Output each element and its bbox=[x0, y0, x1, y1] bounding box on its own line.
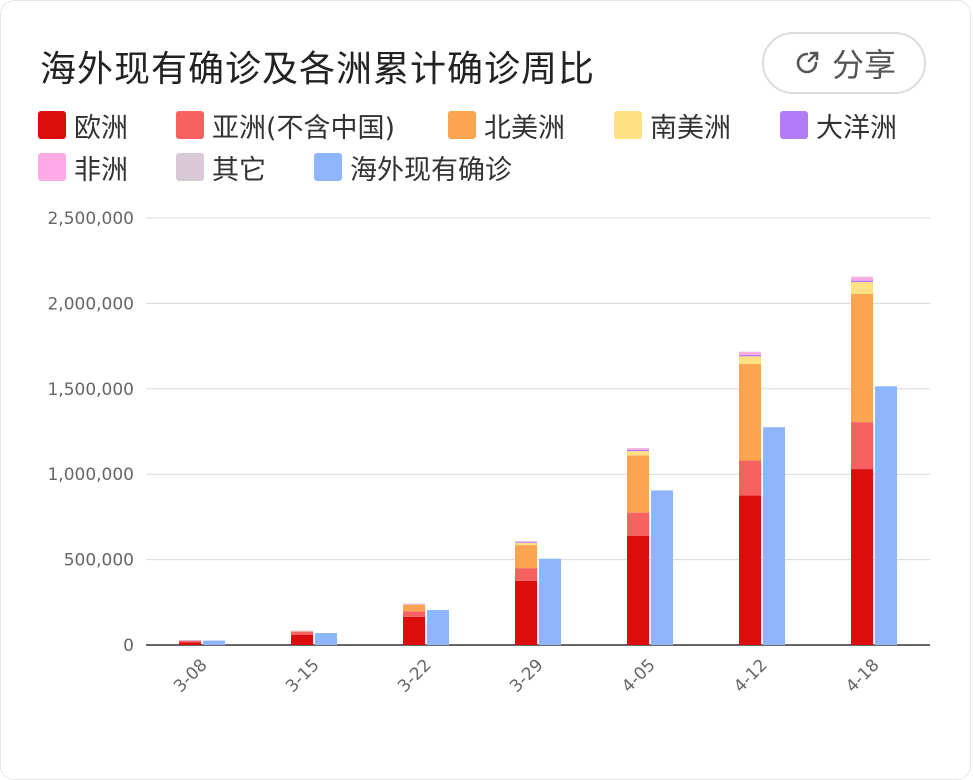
legend-item-asia[interactable]: 亚洲(不含中国) bbox=[176, 106, 448, 145]
bar-asia bbox=[403, 611, 425, 617]
bar-other bbox=[179, 640, 201, 641]
legend-row-1: 欧洲 亚洲(不含中国) 北美洲 南美洲 大洋洲 bbox=[38, 104, 938, 146]
legend-item-north-america[interactable]: 北美洲 bbox=[448, 106, 614, 145]
bar-africa bbox=[739, 351, 761, 355]
bar-oceania bbox=[851, 280, 873, 283]
legend-item-oceania[interactable]: 大洋洲 bbox=[780, 106, 897, 145]
bar-europe bbox=[627, 535, 649, 645]
x-tick-label: 4-18 bbox=[842, 655, 883, 696]
bar-europe bbox=[739, 495, 761, 645]
legend-label-south-america: 南美洲 bbox=[650, 112, 731, 144]
bar-north-america bbox=[627, 455, 649, 513]
bar-europe bbox=[291, 634, 313, 645]
legend-swatch-asia bbox=[176, 111, 204, 139]
legend-swatch-africa bbox=[38, 153, 66, 181]
bar-overseas bbox=[875, 386, 897, 645]
legend-row-2: 非洲 其它 海外现有确诊 bbox=[38, 146, 938, 188]
bar-europe bbox=[403, 616, 425, 645]
legend-item-europe[interactable]: 欧洲 bbox=[38, 106, 176, 145]
legend-label-other: 其它 bbox=[212, 154, 266, 186]
bar-asia bbox=[851, 422, 873, 470]
y-tick-label: 500,000 bbox=[64, 551, 134, 571]
bar-europe bbox=[851, 469, 873, 645]
y-tick-label: 1,000,000 bbox=[47, 465, 134, 485]
bar-north-america bbox=[291, 630, 313, 632]
bar-overseas bbox=[203, 640, 225, 645]
bar-europe bbox=[515, 580, 537, 645]
legend-label-africa: 非洲 bbox=[74, 154, 128, 186]
bar-overseas bbox=[763, 427, 785, 645]
bar-north-america bbox=[851, 294, 873, 423]
y-tick-label: 2,000,000 bbox=[47, 294, 134, 314]
legend-item-overseas[interactable]: 海外现有确诊 bbox=[314, 148, 512, 187]
legend-label-europe: 欧洲 bbox=[74, 112, 128, 144]
x-tick-label: 4-05 bbox=[618, 655, 659, 696]
y-tick-label: 0 bbox=[123, 636, 134, 656]
legend-swatch-other bbox=[176, 153, 204, 181]
bar-asia bbox=[515, 568, 537, 581]
x-tick-label: 3-22 bbox=[394, 655, 435, 696]
chart-title: 海外现有确诊及各洲累计确诊周比 bbox=[40, 49, 596, 90]
bar-other bbox=[739, 351, 761, 353]
bar-south-america bbox=[627, 451, 649, 456]
legend-swatch-north-america bbox=[448, 111, 476, 139]
share-button[interactable]: 分享 bbox=[762, 32, 926, 94]
bar-south-america bbox=[851, 282, 873, 295]
share-icon bbox=[796, 51, 819, 74]
legend-label-overseas: 海外现有确诊 bbox=[350, 154, 512, 186]
legend-item-south-america[interactable]: 南美洲 bbox=[614, 106, 780, 145]
legend-swatch-europe bbox=[38, 111, 66, 139]
y-tick-label: 1,500,000 bbox=[47, 380, 134, 400]
bar-africa bbox=[515, 541, 537, 543]
bar-other bbox=[403, 603, 425, 605]
x-tick-label: 3-08 bbox=[170, 655, 211, 696]
bar-other bbox=[515, 541, 537, 542]
bar-oceania bbox=[627, 449, 649, 452]
x-tick-label: 3-29 bbox=[506, 655, 547, 696]
bar-europe bbox=[179, 642, 201, 645]
bar-asia bbox=[627, 512, 649, 536]
bar-asia bbox=[739, 460, 761, 496]
legend-swatch-south-america bbox=[614, 111, 642, 139]
chart-legend: 欧洲 亚洲(不含中国) 北美洲 南美洲 大洋洲 非洲 其它 海外现 bbox=[38, 104, 938, 188]
bar-overseas bbox=[427, 609, 449, 645]
y-tick-label: 2,500,000 bbox=[47, 209, 134, 229]
legend-item-africa[interactable]: 非洲 bbox=[38, 148, 176, 187]
bar-oceania bbox=[515, 542, 537, 544]
bar-africa bbox=[627, 448, 649, 450]
share-label: 分享 bbox=[831, 46, 896, 84]
bar-africa bbox=[851, 276, 873, 281]
bar-asia bbox=[291, 631, 313, 635]
x-tick-label: 3-15 bbox=[282, 655, 323, 696]
legend-label-north-america: 北美洲 bbox=[484, 112, 565, 144]
legend-label-oceania: 大洋洲 bbox=[816, 112, 897, 144]
bar-overseas bbox=[651, 490, 673, 645]
bar-overseas bbox=[539, 558, 561, 645]
bar-south-america bbox=[403, 604, 425, 605]
bar-overseas bbox=[315, 633, 337, 645]
bar-other bbox=[627, 448, 649, 449]
bar-south-america bbox=[515, 543, 537, 546]
bar-south-america bbox=[739, 356, 761, 365]
x-tick-label: 4-12 bbox=[730, 655, 771, 696]
legend-label-asia: 亚洲(不含中国) bbox=[212, 112, 396, 144]
bar-oceania bbox=[403, 603, 425, 605]
bar-asia bbox=[179, 640, 201, 643]
bar-oceania bbox=[739, 354, 761, 357]
bar-north-america bbox=[515, 545, 537, 569]
legend-swatch-oceania bbox=[780, 111, 808, 139]
legend-item-other[interactable]: 其它 bbox=[176, 148, 314, 187]
legend-swatch-overseas bbox=[314, 153, 342, 181]
bar-north-america bbox=[403, 604, 425, 612]
bar-north-america bbox=[739, 364, 761, 461]
bar-other bbox=[851, 276, 873, 278]
bar-other bbox=[291, 630, 313, 632]
